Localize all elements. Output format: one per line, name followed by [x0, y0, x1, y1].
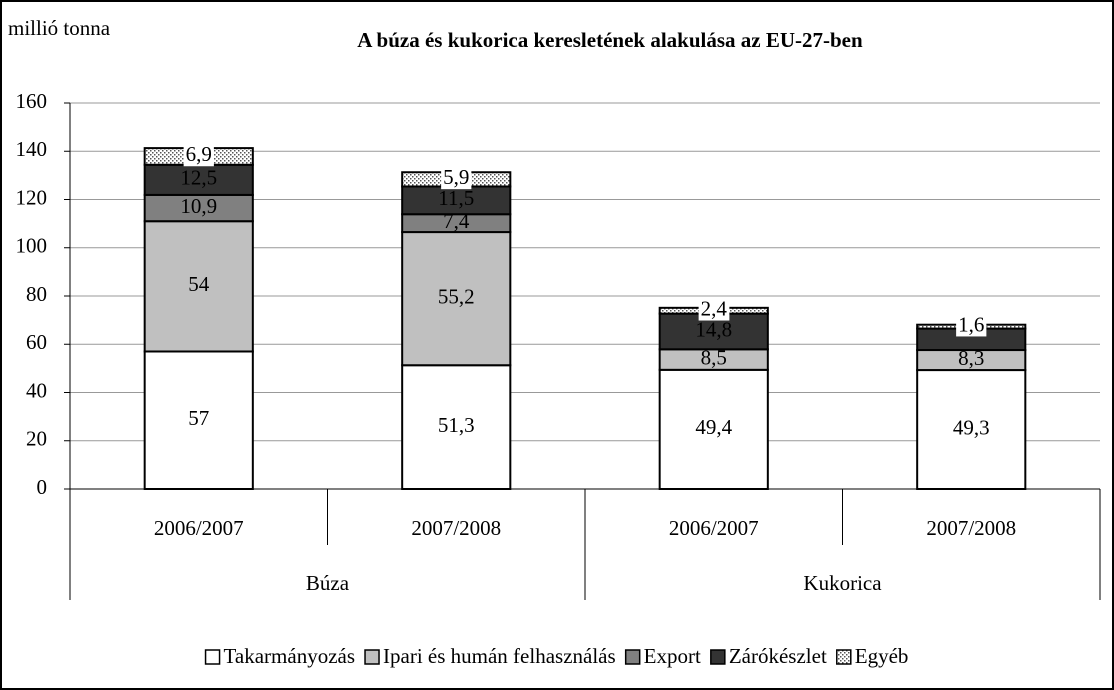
data-label: 11,5 — [438, 186, 474, 210]
bar-segment — [401, 231, 512, 367]
group-label: Búza — [306, 571, 350, 595]
legend-swatch — [836, 649, 852, 665]
data-label: 49,3 — [953, 415, 990, 439]
y-tick-label: 120 — [16, 185, 48, 209]
legend-swatch — [204, 649, 221, 665]
y-tick-label: 140 — [16, 137, 48, 161]
data-label: 55,2 — [438, 284, 475, 308]
bar-segment — [658, 368, 769, 491]
y-tick-label: 0 — [37, 475, 48, 499]
data-label: 10,9 — [180, 194, 217, 218]
legend-swatch — [710, 649, 726, 665]
data-label: 12,5 — [180, 166, 217, 190]
bar-segment — [143, 220, 254, 353]
x-tick-label: 2007/2008 — [926, 516, 1016, 540]
legend-label: Ipari és humán felhasználás — [383, 644, 616, 668]
group-label: Kukorica — [803, 571, 882, 595]
x-tick-label: 2007/2008 — [411, 516, 501, 540]
y-tick-label: 160 — [16, 89, 48, 113]
y-axis-label: millió tonna — [8, 16, 111, 40]
data-label-box — [183, 142, 214, 167]
bar-segment — [143, 163, 254, 196]
data-label: 1,6 — [958, 312, 984, 336]
data-label: 57 — [188, 406, 209, 430]
data-label: 14,8 — [695, 317, 732, 341]
legend-swatch — [624, 649, 641, 665]
chart-title: A búza és kukorica keresletének alakulás… — [357, 28, 863, 52]
data-label-box — [441, 165, 472, 190]
data-label: 51,3 — [438, 413, 475, 437]
legend-label: Takarmányozás — [224, 644, 355, 668]
data-label: 54 — [188, 272, 210, 296]
x-tick-label: 2006/2007 — [669, 516, 759, 540]
y-tick-label: 20 — [26, 427, 47, 451]
bar-segment — [401, 364, 512, 490]
legend-label: Export — [644, 644, 701, 668]
legend-swatch — [364, 649, 380, 665]
legend-label: Zárókészlet — [729, 644, 827, 668]
y-tick-label: 40 — [26, 378, 47, 402]
y-tick-label: 60 — [26, 330, 47, 354]
data-label: 5,9 — [443, 165, 469, 189]
x-tick-label: 2006/2007 — [154, 516, 244, 540]
bar-segment — [916, 369, 1027, 490]
bar-segment — [143, 350, 254, 490]
data-label: 49,4 — [695, 415, 732, 439]
y-tick-label: 100 — [16, 234, 48, 258]
data-label: 2,4 — [701, 297, 728, 321]
legend-label: Egyéb — [855, 644, 909, 668]
data-label: 6,9 — [186, 142, 212, 166]
data-label-box — [698, 296, 730, 321]
y-tick-label: 80 — [26, 282, 47, 306]
data-label-box — [956, 312, 987, 337]
